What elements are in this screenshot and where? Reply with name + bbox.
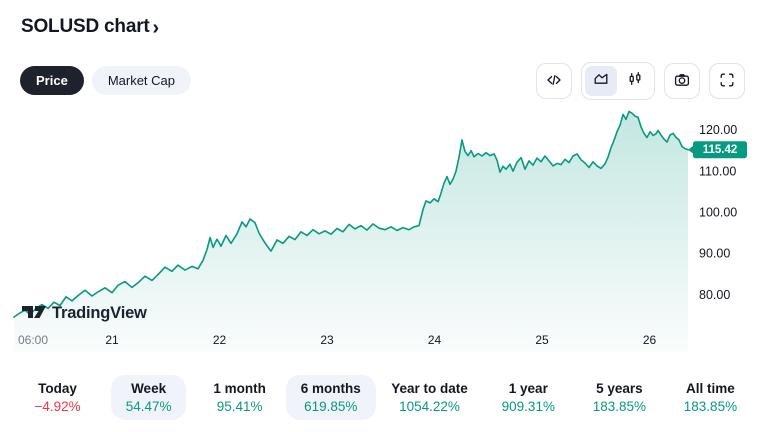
price-marketcap-toggle: Price Market Cap <box>20 66 192 95</box>
stat-column: Today −4.92% <box>12 375 103 420</box>
tradingview-logo-icon <box>21 302 47 325</box>
stat-value: 909.31% <box>501 398 555 414</box>
embed-code-button[interactable] <box>536 63 572 99</box>
stat-value: 1054.22% <box>399 398 460 414</box>
stat-value: 54.47% <box>125 398 172 414</box>
stat-item-year-to-date[interactable]: Year to date 1054.22% <box>376 375 483 420</box>
stat-column: 6 months 619.85% <box>285 374 376 420</box>
snapshot-button[interactable] <box>664 63 700 99</box>
fullscreen-icon <box>718 71 736 92</box>
stat-label: 6 months <box>300 380 361 396</box>
price-chart[interactable]: 120.00 110.00 100.00 90.00 80.00 06:00 21 22 23 2… <box>0 0 768 362</box>
stat-value: 95.41% <box>216 398 263 414</box>
x-axis-label: 23 <box>320 333 334 347</box>
stat-label: 5 years <box>596 380 643 396</box>
stat-item-6-months[interactable]: 6 months 619.85% <box>285 374 376 420</box>
x-axis-label: 26 <box>643 333 657 347</box>
area-chart-style-button[interactable] <box>585 66 617 96</box>
stat-column: 1 month 95.41% <box>194 375 285 420</box>
x-axis-label: 22 <box>213 333 227 347</box>
stat-label: Year to date <box>391 380 468 396</box>
stat-column: Year to date 1054.22% <box>376 375 483 420</box>
stat-label: 1 month <box>213 380 266 396</box>
y-axis-label: 90.00 <box>699 247 730 261</box>
stat-item-today[interactable]: Today −4.92% <box>19 375 95 420</box>
tradingview-logo[interactable]: TradingView <box>21 302 147 325</box>
stat-item-week[interactable]: Week 54.47% <box>110 374 187 420</box>
candles-icon <box>626 70 644 93</box>
stat-column: All time 183.85% <box>665 375 756 420</box>
candles-chart-style-button[interactable] <box>619 66 651 96</box>
code-icon <box>545 71 563 92</box>
toggle-price-button[interactable]: Price <box>20 66 84 95</box>
stat-value: −4.92% <box>34 398 81 414</box>
stat-item-5-years[interactable]: 5 years 183.85% <box>578 375 661 420</box>
fullscreen-button[interactable] <box>709 63 745 99</box>
chart-title-link[interactable]: SOLUSD chart › <box>21 16 159 38</box>
stat-value: 183.85% <box>683 398 738 414</box>
area-chart-icon <box>592 70 610 93</box>
chart-style-switcher <box>581 62 655 100</box>
stat-label: Week <box>131 380 167 396</box>
current-price-label: 115.42 <box>703 144 738 156</box>
stat-column: Week 54.47% <box>103 374 194 420</box>
current-price-badge <box>693 141 747 159</box>
stat-column: 1 year 909.31% <box>483 375 574 420</box>
stat-item-1-month[interactable]: 1 month 95.41% <box>198 375 281 420</box>
y-axis-label: 100.00 <box>699 206 737 220</box>
toggle-marketcap-button[interactable]: Market Cap <box>91 66 192 95</box>
stat-column: 5 years 183.85% <box>574 375 665 420</box>
chart-toolbar <box>536 62 745 100</box>
page-title: SOLUSD chart <box>21 16 150 37</box>
price-line <box>13 110 689 318</box>
x-axis-label: 24 <box>428 333 442 347</box>
stat-value: 619.85% <box>304 398 358 414</box>
stats-row: Today −4.92% Week 54.47% 1 month 95.41% 6 mont… <box>0 362 768 432</box>
area-fill <box>14 111 688 352</box>
stat-item-1-year[interactable]: 1 year 909.31% <box>487 375 570 420</box>
y-axis-label: 120.00 <box>699 123 737 137</box>
x-axis-label: 25 <box>535 333 549 347</box>
stat-item-all-time[interactable]: All time 183.85% <box>669 375 752 420</box>
stat-label: 1 year <box>508 380 548 396</box>
x-axis-label: 06:00 <box>18 333 48 347</box>
chevron-right-icon: › <box>152 16 160 39</box>
price-badge-notch <box>688 145 694 155</box>
x-axis-label: 21 <box>105 333 119 347</box>
y-axis-label: 110.00 <box>699 164 736 178</box>
stat-label: All time <box>686 380 735 396</box>
y-axis-label: 80.00 <box>699 288 730 302</box>
stat-value: 183.85% <box>592 398 647 414</box>
tradingview-logo-text: TradingView <box>52 304 147 322</box>
stat-label: Today <box>38 380 77 396</box>
camera-icon <box>673 71 691 92</box>
